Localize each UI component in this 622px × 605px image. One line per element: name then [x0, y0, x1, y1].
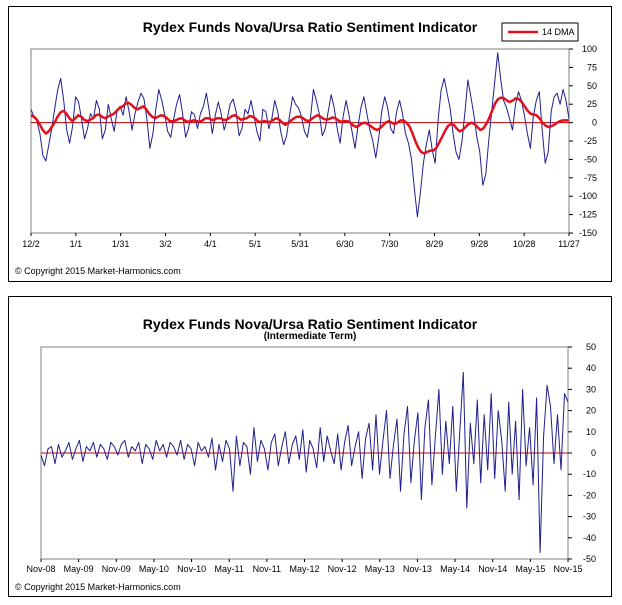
x-tick-label: 5/1	[249, 239, 262, 249]
short-term-chart: 100 75 50 25 0 -25 -50 -75 -100 -125 -150 12/2 1/1 1/…	[22, 22, 597, 249]
y-tick-label: -40	[583, 533, 596, 543]
x-tick-label: 9/28	[471, 239, 489, 249]
y-tick-label: 0	[592, 118, 597, 128]
x-tick-label: May-15	[515, 564, 545, 574]
series-line-ratio	[40, 371, 569, 554]
x-tick-label: 8/29	[426, 239, 444, 249]
x-tick-label: May-13	[365, 564, 395, 574]
y-tick-label: 30	[586, 384, 596, 394]
y-tick-label: -100	[579, 191, 597, 201]
x-tick-label: 12/2	[22, 239, 40, 249]
y-tick-label: 25	[587, 99, 597, 109]
x-tick-label: 11/27	[558, 239, 580, 249]
chart-title: Rydex Funds Nova/Ursa Ratio Sentiment In…	[142, 316, 478, 332]
y-tick-label: 75	[587, 62, 597, 72]
y-tick-label: 10	[586, 427, 596, 437]
x-tick-label: Nov-14	[478, 564, 507, 574]
x-tick-label: 7/30	[381, 239, 399, 249]
chart-subtitle: (Intermediate Term)	[263, 331, 357, 342]
y-tick-label: 100	[582, 44, 597, 54]
x-tick-label: Nov-10	[177, 564, 206, 574]
y-tick-label: -30	[583, 512, 596, 522]
x-tick-label: 4/1	[204, 239, 217, 249]
x-tick-label: 1/1	[70, 239, 83, 249]
y-tick-label: -50	[584, 154, 597, 164]
copyright-text: © Copyright 2015 Market-Harmonics.com	[15, 266, 181, 276]
x-tick-label: Nov-15	[553, 564, 582, 574]
series-line-ma	[30, 96, 569, 155]
y-tick-label: -150	[579, 228, 597, 238]
y-tick-label: -25	[584, 136, 597, 146]
x-tick-label: 10/28	[513, 239, 536, 249]
y-tick-label: -20	[583, 490, 596, 500]
y-tick-label: -75	[584, 173, 597, 183]
y-tick-label: 0	[591, 448, 596, 458]
y-tick-label: -125	[579, 210, 597, 220]
y-tick-label: 50	[586, 342, 596, 352]
x-tick-label: Nov-08	[26, 564, 55, 574]
x-tick-label: May-09	[64, 564, 94, 574]
x-tick-label: 6/30	[336, 239, 354, 249]
copyright-text: © Copyright 2015 Market-Harmonics.com	[15, 582, 181, 592]
intermediate-term-chart: 50 40 30 20 10 0 -10 -20 -30 -40 -50 Nov-08 May-09 No…	[26, 342, 596, 574]
y-tick-label: 50	[587, 81, 597, 91]
x-tick-label: Nov-13	[403, 564, 432, 574]
x-tick-label: Nov-12	[328, 564, 357, 574]
y-tick-label: 20	[586, 406, 596, 416]
x-tick-label: May-12	[289, 564, 319, 574]
legend-label: 14 DMA	[542, 27, 575, 37]
x-tick-label: 3/2	[159, 239, 172, 249]
x-tick-label: Nov-09	[102, 564, 131, 574]
y-tick-label: 40	[586, 363, 596, 373]
y-tick-label: -10	[583, 469, 596, 479]
x-tick-label: May-11	[215, 564, 244, 574]
x-tick-label: May-10	[139, 564, 169, 574]
chart-panel-short-term: Rydex Funds Nova/Ursa Ratio Sentiment In…	[8, 6, 612, 282]
x-tick-label: May-14	[440, 564, 470, 574]
chart-panel-intermediate-term: Rydex Funds Nova/Ursa Ratio Sentiment In…	[8, 296, 612, 597]
x-tick-label: Nov-11	[253, 564, 281, 574]
legend: 14 DMA	[501, 22, 579, 42]
x-tick-label: 5/31	[291, 239, 309, 249]
chart-title: Rydex Funds Nova/Ursa Ratio Sentiment In…	[142, 19, 478, 35]
y-tick-label: -50	[583, 554, 596, 564]
x-tick-label: 1/31	[112, 239, 130, 249]
legend-box	[501, 22, 579, 42]
